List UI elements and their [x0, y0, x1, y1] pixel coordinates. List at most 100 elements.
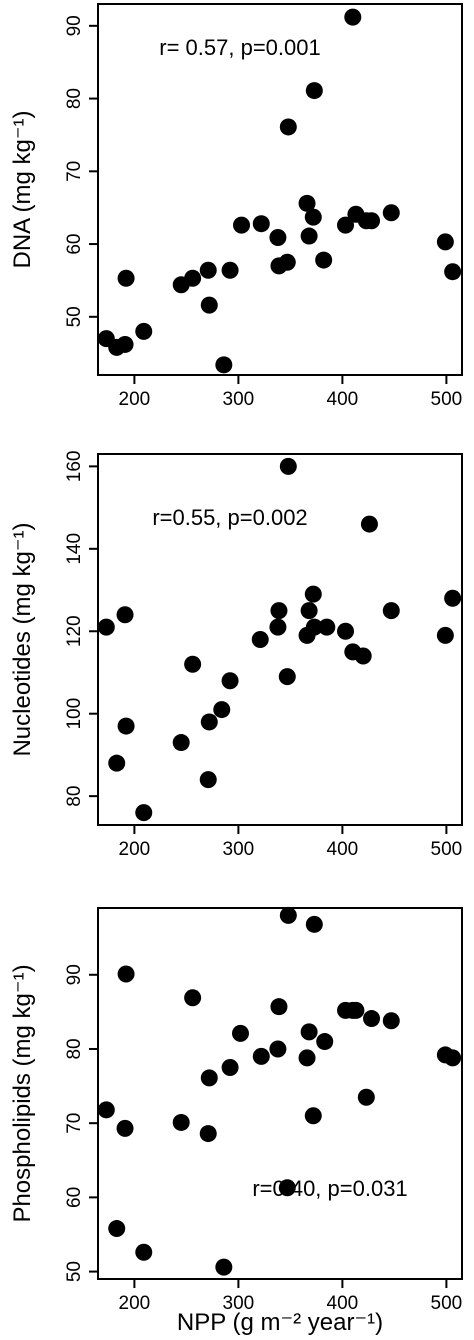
data-point	[108, 1220, 126, 1238]
data-point	[269, 1040, 287, 1058]
data-point	[231, 1024, 249, 1042]
x-tick-label: 400	[327, 389, 359, 410]
y-tick-label: 60	[64, 1187, 85, 1208]
data-point	[298, 194, 316, 212]
data-point	[305, 618, 323, 636]
data-point	[357, 1088, 375, 1106]
data-point	[279, 906, 297, 924]
data-point	[304, 585, 322, 603]
data-point	[116, 1119, 134, 1137]
x-tick-label: 200	[119, 389, 151, 410]
plot-frame	[97, 3, 463, 376]
data-point	[315, 251, 333, 269]
y-tick-label: 140	[64, 533, 85, 565]
data-point	[444, 1049, 462, 1067]
x-tick-label: 500	[431, 389, 463, 410]
data-point	[444, 263, 462, 281]
data-point	[215, 1258, 233, 1276]
data-point	[444, 589, 462, 607]
data-point	[221, 1059, 239, 1077]
x-tick-label: 500	[431, 839, 463, 860]
x-axis: 200 300 400 500	[119, 825, 463, 860]
data-point	[97, 1101, 115, 1119]
y-tick-label: 80	[64, 88, 85, 109]
y-axis: 50 60 70 80 90	[64, 15, 98, 327]
y-tick-label: 80	[64, 786, 85, 807]
data-point	[135, 804, 153, 822]
data-point	[116, 606, 134, 624]
data-point	[316, 1033, 334, 1051]
y-tick-label: 70	[64, 161, 85, 182]
x-tick-label: 500	[431, 1293, 463, 1314]
y-tick-label: 160	[64, 451, 85, 483]
data-point	[436, 626, 454, 644]
data-point	[252, 215, 270, 233]
data-point	[172, 734, 190, 752]
y-tick-label: 60	[64, 233, 85, 254]
data-point	[279, 457, 297, 475]
data-point	[300, 602, 318, 620]
data-points	[97, 457, 462, 822]
y-tick-label: 90	[64, 15, 85, 36]
data-point	[200, 1069, 218, 1087]
data-point	[108, 754, 126, 772]
data-point	[135, 322, 153, 340]
x-tick-label: 300	[223, 1293, 255, 1314]
data-point	[135, 1243, 153, 1261]
data-point	[270, 602, 288, 620]
panel-dna: 50 60 70 80 90 200 300 400 500 r= 0.57, p=0.001…	[9, 3, 463, 410]
data-point	[300, 1023, 318, 1041]
x-tick-label: 400	[327, 839, 359, 860]
x-tick-label: 200	[119, 839, 151, 860]
data-point	[300, 227, 318, 245]
x-tick-label: 300	[223, 389, 255, 410]
data-point	[269, 618, 287, 636]
data-point	[278, 1179, 296, 1197]
data-point	[382, 1012, 400, 1030]
data-points	[97, 906, 462, 1276]
data-point	[337, 216, 355, 234]
data-point	[116, 335, 134, 353]
data-point	[184, 269, 202, 287]
data-point	[436, 233, 454, 251]
data-point	[269, 229, 287, 247]
y-axis-label: DNA (mg kg⁻¹)	[9, 110, 36, 268]
data-point	[304, 1107, 322, 1125]
data-point	[233, 216, 251, 234]
data-point	[200, 296, 218, 314]
data-point	[117, 965, 135, 983]
y-tick-label: 70	[64, 1113, 85, 1134]
data-points	[97, 8, 462, 374]
y-axis-label: Phospholipids (mg kg⁻¹)	[9, 964, 36, 1222]
y-tick-label: 100	[64, 698, 85, 730]
data-point	[184, 989, 202, 1007]
data-point	[279, 118, 297, 136]
data-point	[298, 1049, 316, 1067]
correlation-annotation: r=0.55, p=0.002	[152, 505, 307, 530]
x-axis: 200 300 400 500	[119, 1279, 463, 1314]
data-point	[305, 82, 323, 100]
data-point	[354, 647, 372, 665]
y-tick-label: 90	[64, 964, 85, 985]
data-point	[363, 212, 381, 230]
plot-frame	[97, 907, 463, 1280]
plot-frame	[97, 453, 463, 826]
y-tick-label: 50	[64, 1261, 85, 1282]
data-point	[305, 915, 323, 933]
y-tick-label: 80	[64, 1038, 85, 1059]
y-tick-label: 120	[64, 615, 85, 647]
x-axis-label: NPP (g m⁻² year⁻¹)	[177, 1309, 383, 1336]
data-point	[337, 622, 355, 640]
data-point	[172, 1113, 190, 1131]
correlation-annotation: r=0.40, p=0.031	[252, 1176, 407, 1201]
data-point	[117, 717, 135, 735]
y-axis-label: Nucleotides (mg kg⁻¹)	[9, 522, 36, 756]
data-point	[344, 8, 362, 26]
data-point	[318, 618, 336, 636]
x-axis: 200 300 400 500	[119, 375, 463, 410]
panel-nucleotides: 80 100 120 140 160 200 300 400 500 r=0.55, p=0.…	[9, 451, 463, 860]
data-point	[221, 261, 239, 279]
data-point	[215, 356, 233, 374]
